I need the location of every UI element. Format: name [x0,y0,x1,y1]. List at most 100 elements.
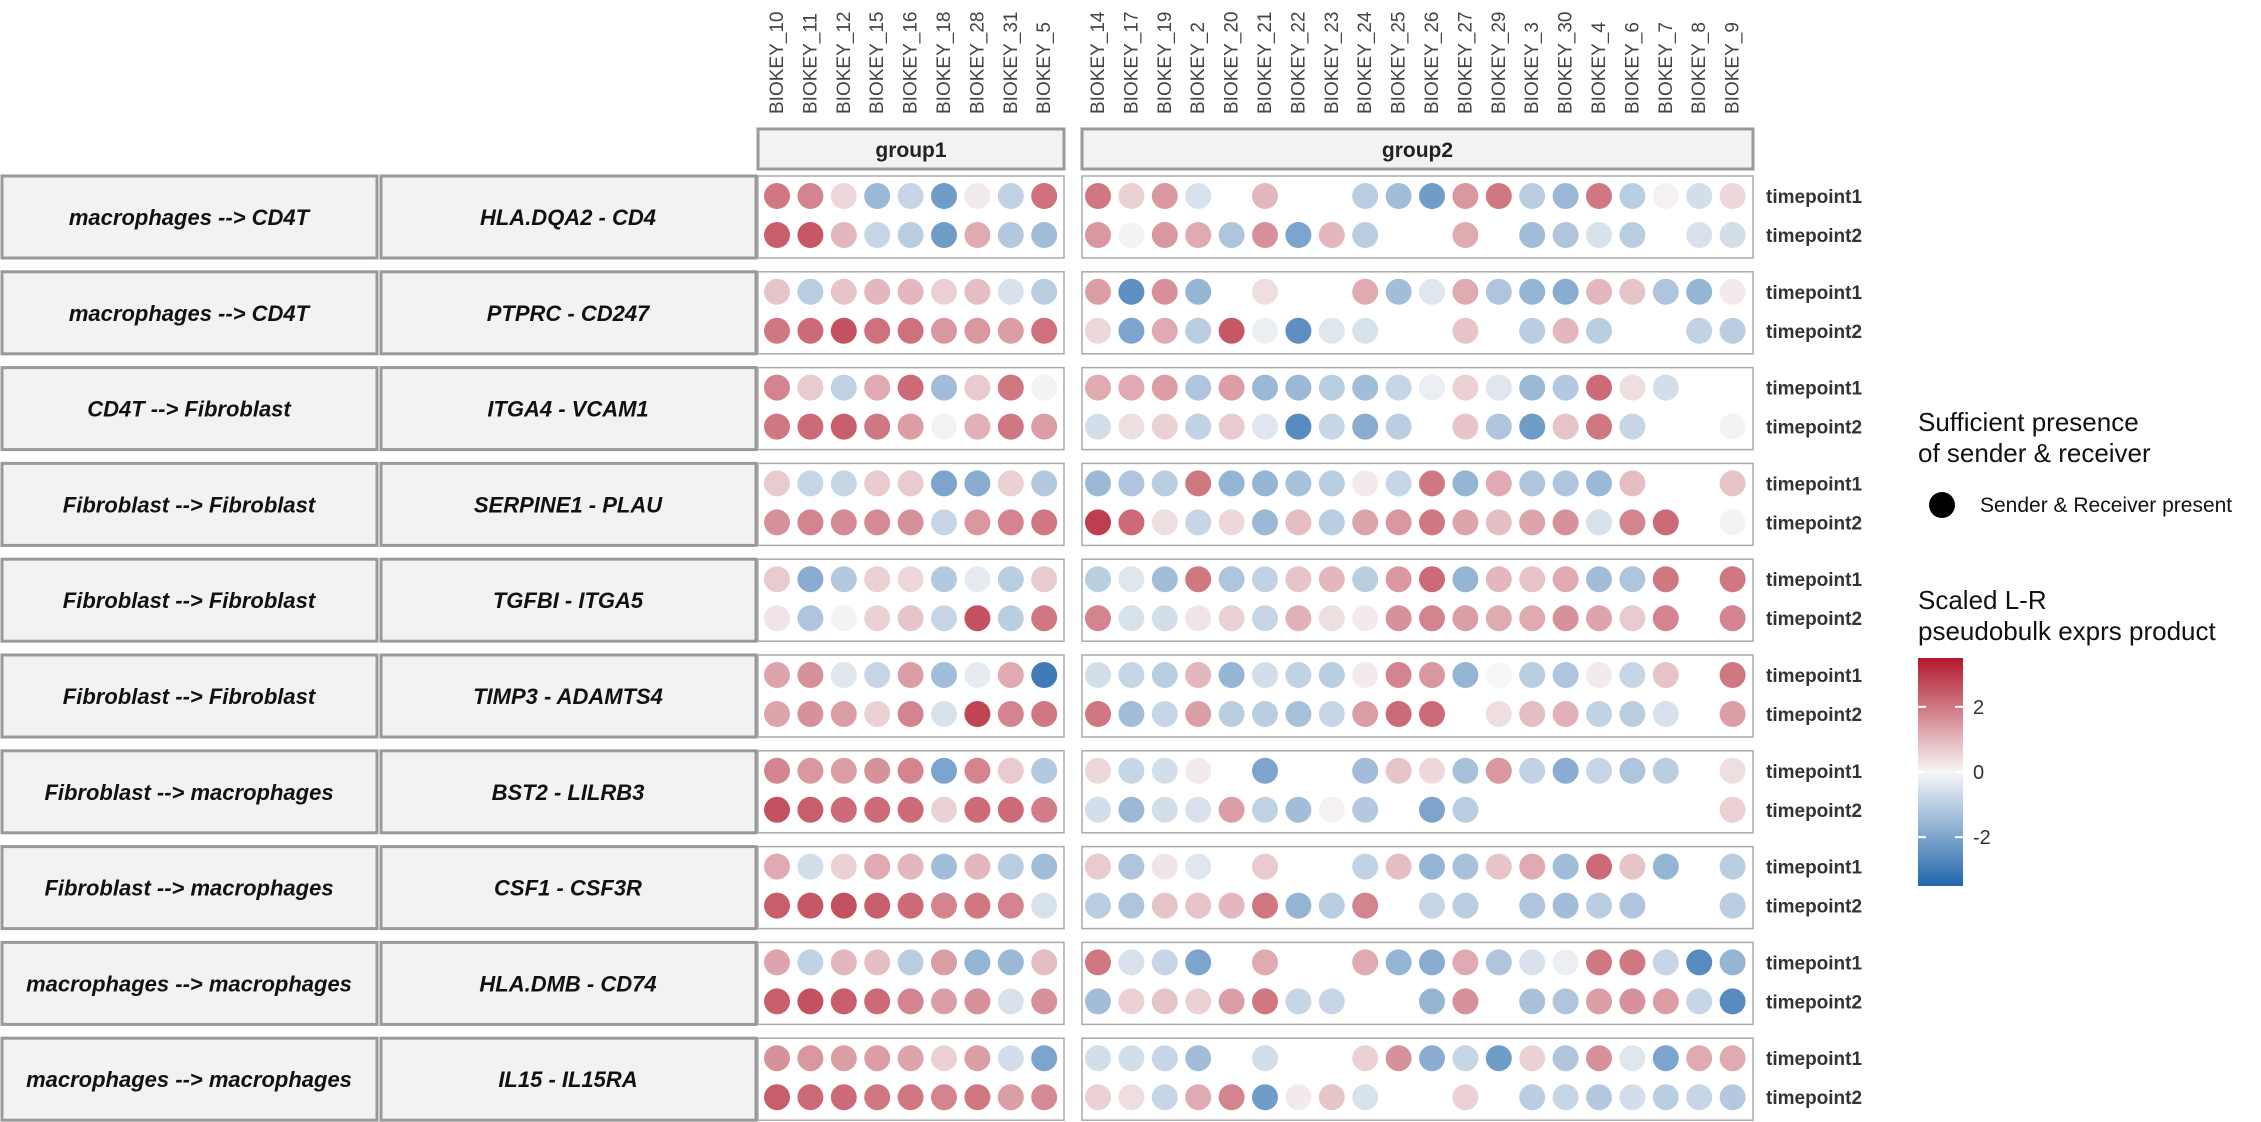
sample-label: BIOKEY_19 [1155,12,1176,114]
data-point [1452,1045,1479,1072]
data-point [1519,662,1546,688]
data-point [1419,853,1445,880]
sample-label: BIOKEY_20 [1222,12,1243,114]
sample-label: BIOKEY_6 [1622,22,1643,114]
data-point [1118,662,1145,688]
data-point [1218,988,1245,1015]
data-point [1686,988,1713,1015]
data-point [1031,853,1058,880]
ligand-receptor-strip [379,845,758,931]
data-point [1352,796,1379,823]
data-point [764,853,790,880]
data-point [931,757,957,784]
data-point [1552,757,1579,784]
panel-border [1081,654,1754,738]
sender-receiver-label: Fibroblast --> Fibroblast [63,684,317,709]
timepoint-label: timepoint1 [1766,666,1862,687]
data-point [1619,853,1646,880]
sender-receiver-strip [0,270,379,356]
data-point [997,566,1024,593]
data-point [1151,949,1178,976]
legend-color-title: pseudobulk exprs product [1918,616,2217,646]
data-point [1118,949,1145,976]
data-point [964,892,991,919]
sender-receiver-strip [0,940,379,1026]
data-point [997,317,1024,344]
data-point [797,183,824,209]
data-point [797,566,824,593]
data-point [1285,470,1312,497]
group-strip-label: group2 [1382,139,1453,162]
sender-receiver-strip [0,845,379,931]
data-point [964,1084,991,1111]
data-point [1552,1045,1579,1072]
sender-receiver-label: macrophages --> macrophages [26,971,352,996]
ligand-receptor-label: IL15 - IL15RA [498,1067,637,1092]
data-point [1085,317,1111,344]
sample-label: BIOKEY_12 [834,12,855,114]
data-point [797,757,824,784]
data-point [1586,988,1612,1015]
data-point [1385,1045,1412,1072]
data-point [1085,892,1111,919]
data-point [797,662,824,688]
data-point [1118,796,1145,823]
data-point [1586,1084,1612,1111]
data-point [1285,317,1312,344]
data-point [1285,374,1312,401]
sender-receiver-strip [0,653,379,739]
sample-label: BIOKEY_17 [1121,12,1142,114]
colorbar-tick-label: 2 [1973,697,1984,719]
data-point [1619,470,1646,497]
sample-label: BIOKEY_9 [1723,22,1744,114]
data-point [1252,757,1278,784]
data-point [1185,988,1212,1015]
data-point [1285,222,1312,248]
data-point [1452,757,1479,784]
data-point [1586,853,1612,880]
data-point [764,892,790,919]
sender-receiver-label: Fibroblast --> macrophages [44,876,333,901]
data-point [1031,988,1058,1015]
data-point [1151,222,1178,248]
data-point [1031,701,1058,727]
data-point [964,278,991,305]
data-point [1252,470,1278,497]
data-point [1419,796,1445,823]
data-point [1419,470,1445,497]
timepoint-label: timepoint2 [1766,418,1862,439]
data-point [931,278,957,305]
data-point [1452,278,1479,305]
data-point [1419,278,1445,305]
data-point [864,988,891,1015]
data-point [1151,278,1178,305]
sender-receiver-label: macrophages --> CD4T [69,301,311,326]
data-point [1452,470,1479,497]
data-point [1151,413,1178,440]
data-point [1252,662,1278,688]
data-point [1452,1084,1479,1111]
data-point [1552,988,1579,1015]
data-point [764,605,790,632]
data-point [897,183,924,209]
data-point [1419,374,1445,401]
data-point [1385,413,1412,440]
data-point [1118,470,1145,497]
data-point [1452,413,1479,440]
data-point [1031,1045,1058,1072]
ligand-receptor-strip [379,366,758,452]
data-point [1151,605,1178,632]
data-point [964,470,991,497]
data-point [1719,853,1746,880]
data-point [931,470,957,497]
data-point [1452,605,1479,632]
data-point [1452,662,1479,688]
data-point [1352,1045,1379,1072]
data-point [1619,757,1646,784]
data-point [1652,509,1679,536]
ligand-receptor-label: ITGA4 - VCAM1 [487,397,648,422]
data-point [1085,413,1111,440]
data-point [1085,949,1111,976]
data-point [1185,796,1212,823]
ligand-receptor-strip [379,557,758,643]
